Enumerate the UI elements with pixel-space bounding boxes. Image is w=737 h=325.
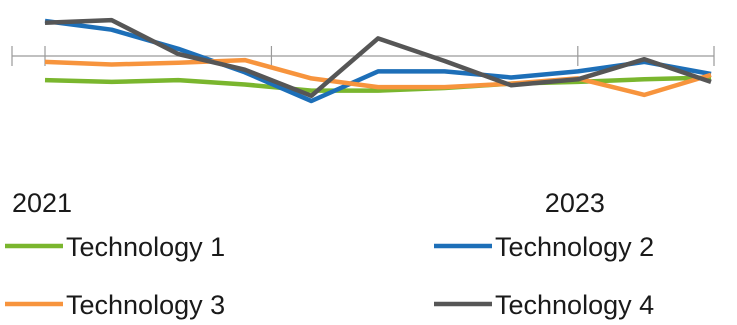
series-line-3 [44,57,712,98]
x-axis [11,46,715,66]
legend-label: Technology 4 [495,290,654,320]
legend-item-3: Technology 3 [5,290,225,320]
legend: Technology 1 Technology 2 Technology 3 Tech… [5,232,654,320]
legend-label: Technology 3 [66,290,225,320]
x-tick-labels: 2021 2023 [12,188,605,218]
legend-label: Technology 2 [495,232,654,262]
legend-item-2: Technology 2 [434,232,654,262]
legend-label: Technology 1 [66,232,225,262]
x-tick-label: 2023 [545,188,605,218]
series-line-4 [44,17,712,99]
legend-item-4: Technology 4 [434,290,654,320]
series-line-1 [44,75,712,93]
series-lines [44,17,712,104]
x-tick-label: 2021 [12,188,72,218]
legend-item-1: Technology 1 [5,232,225,262]
